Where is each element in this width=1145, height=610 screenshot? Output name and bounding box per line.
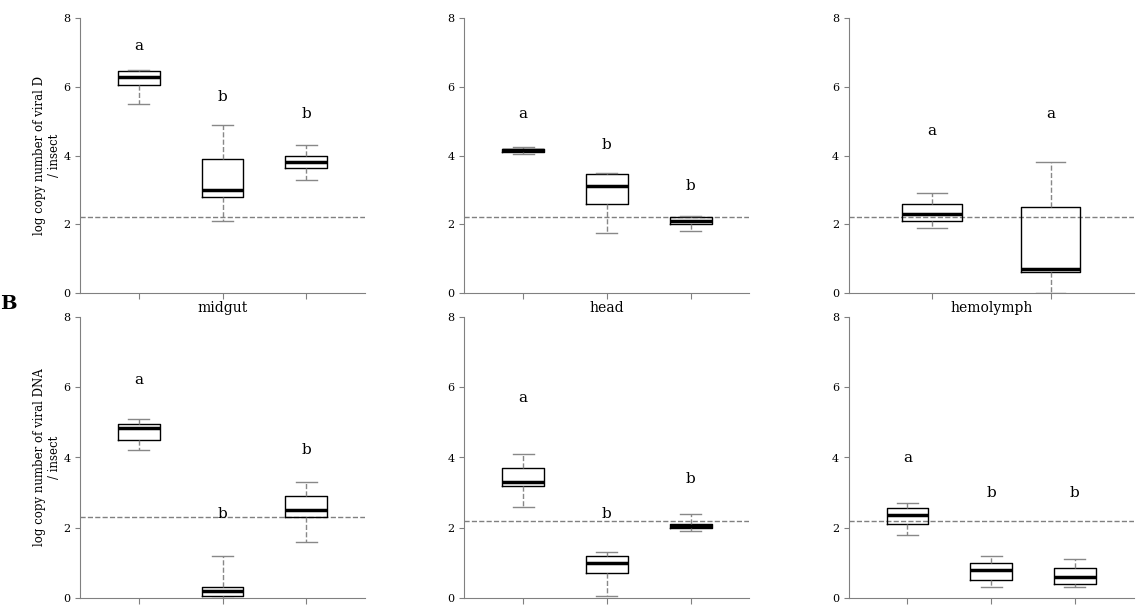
Text: b: b (301, 107, 311, 121)
Text: $\it{A.\ pisum}$: $\it{A.\ pisum}$ (195, 328, 251, 345)
Text: b: b (218, 90, 228, 104)
Y-axis label: log copy number of viral D
/ insect: log copy number of viral D / insect (32, 76, 61, 235)
Text: (2/4): (2/4) (677, 361, 704, 375)
Text: EuphorbiaSA: EuphorbiaSA (652, 345, 731, 358)
Text: a: a (1047, 107, 1055, 121)
Text: a: a (519, 391, 528, 405)
Text: (4/4): (4/4) (125, 361, 153, 375)
Text: $\it{A.\ pisum}$: $\it{A.\ pisum}$ (579, 328, 634, 345)
Text: $\it{A.\ pisum}$: $\it{A.\ pisum}$ (1022, 328, 1079, 345)
Text: EuphorbiaSA: EuphorbiaSA (267, 345, 346, 358)
Text: $\it{A.\ craccivora}$: $\it{A.\ craccivora}$ (266, 328, 347, 342)
Text: $\it{A.\ craccivora}$: $\it{A.\ craccivora}$ (892, 328, 972, 342)
Text: a: a (134, 373, 143, 387)
Text: (4/4): (4/4) (208, 345, 237, 358)
Text: (3/3): (3/3) (510, 361, 537, 375)
Text: (4/4): (4/4) (593, 345, 621, 358)
Text: (1/4): (1/4) (1036, 345, 1065, 358)
Text: $\it{A.\ craccivora}$: $\it{A.\ craccivora}$ (483, 328, 563, 342)
Text: (3/3): (3/3) (292, 361, 321, 375)
Text: Robinia: Robinia (909, 345, 955, 358)
Title: midgut: midgut (197, 301, 247, 315)
Text: B: B (0, 295, 17, 313)
Text: a: a (519, 107, 528, 121)
Text: b: b (602, 138, 611, 152)
Title: hemolymph: hemolymph (950, 301, 1033, 315)
Text: b: b (1071, 486, 1080, 500)
Title: head: head (590, 301, 624, 315)
Text: $\it{A.\ craccivora}$: $\it{A.\ craccivora}$ (98, 328, 179, 342)
Text: a: a (927, 124, 937, 138)
Text: b: b (686, 179, 695, 193)
Text: b: b (218, 507, 228, 520)
Text: (4/4): (4/4) (918, 361, 946, 375)
Text: b: b (986, 486, 996, 500)
Text: b: b (301, 443, 311, 458)
Text: Robinia: Robinia (500, 345, 546, 358)
Text: b: b (686, 472, 695, 486)
Text: Robinia: Robinia (116, 345, 161, 358)
Text: $\it{A.\ craccivora}$: $\it{A.\ craccivora}$ (650, 328, 731, 342)
Text: a: a (903, 451, 911, 465)
Text: a: a (134, 38, 143, 52)
Text: b: b (602, 507, 611, 520)
Y-axis label: log copy number of viral DNA
/ insect: log copy number of viral DNA / insect (32, 368, 61, 547)
